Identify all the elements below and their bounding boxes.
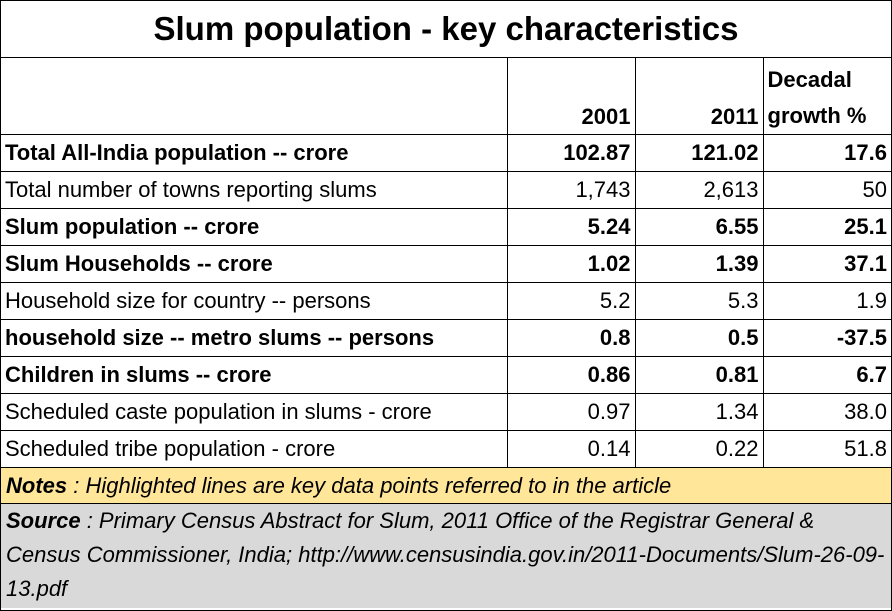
cell-growth: 25.1 <box>762 208 891 246</box>
table-row: Slum Households -- crore 1.02 1.39 37.1 <box>1 245 891 283</box>
table-row: Slum population -- crore 5.24 6.55 25.1 <box>1 208 891 246</box>
row-label: Slum population -- crore <box>1 208 508 246</box>
table-row: Total All-India population -- crore 102.8… <box>1 134 891 172</box>
cell-2001: 1,743 <box>506 171 636 209</box>
header-2001: 2001 <box>506 58 636 135</box>
row-label: Total All-India population -- crore <box>1 134 508 172</box>
cell-2011: 121.02 <box>634 134 764 172</box>
table-row: Scheduled caste population in slums - cr… <box>1 393 891 431</box>
cell-growth: 17.6 <box>762 134 891 172</box>
row-label: Total number of towns reporting slums <box>1 171 508 209</box>
row-label: Children in slums -- crore <box>1 356 508 394</box>
header-label-cell <box>1 58 508 135</box>
table-row: Household size for country -- persons 5.2… <box>1 282 891 320</box>
data-table: 2001 2011 Decadal growth % Total All-Indi… <box>1 58 891 468</box>
header-growth-line2: growth % <box>767 103 867 128</box>
cell-2011: 2,613 <box>634 171 764 209</box>
cell-2011: 0.81 <box>634 356 764 394</box>
header-growth-line1: Decadal <box>767 67 852 92</box>
cell-2001: 5.2 <box>506 282 636 320</box>
cell-growth: 38.0 <box>762 393 891 431</box>
cell-2001: 0.86 <box>506 356 636 394</box>
cell-growth: 6.7 <box>762 356 891 394</box>
cell-2011: 0.5 <box>634 319 764 357</box>
row-label: household size -- metro slums -- persons <box>1 319 508 357</box>
cell-2001: 0.14 <box>506 430 636 468</box>
row-label: Slum Households -- crore <box>1 245 508 283</box>
notes-row: Notes : Highlighted lines are key data p… <box>1 468 891 504</box>
table-row: Scheduled tribe population - crore 0.14 0.… <box>1 430 891 468</box>
source-text: : Primary Census Abstract for Slum, 2011… <box>6 508 885 601</box>
cell-growth: 37.1 <box>762 245 891 283</box>
header-2011: 2011 <box>634 58 764 135</box>
cell-2001: 102.87 <box>506 134 636 172</box>
cell-2001: 1.02 <box>506 245 636 283</box>
cell-2011: 1.39 <box>634 245 764 283</box>
cell-2001: 0.8 <box>506 319 636 357</box>
cell-growth: -37.5 <box>762 319 891 357</box>
table-row: Children in slums -- crore 0.86 0.81 6.7 <box>1 356 891 394</box>
cell-2011: 0.22 <box>634 430 764 468</box>
header-row: 2001 2011 Decadal growth % <box>1 58 891 135</box>
cell-2011: 6.55 <box>634 208 764 246</box>
cell-2001: 0.97 <box>506 393 636 431</box>
row-label: Scheduled tribe population - crore <box>1 430 508 468</box>
cell-growth: 1.9 <box>762 282 891 320</box>
source-label: Source <box>6 508 81 533</box>
table-row: household size -- metro slums -- persons… <box>1 319 891 357</box>
cell-2011: 1.34 <box>634 393 764 431</box>
notes-text: : Highlighted lines are key data points … <box>67 473 672 498</box>
cell-2001: 5.24 <box>506 208 636 246</box>
table-title: Slum population - key characteristics <box>1 1 891 58</box>
notes-label: Notes <box>6 473 68 498</box>
table-row: Total number of towns reporting slums 1,7… <box>1 171 891 209</box>
source-row: Source : Primary Census Abstract for Slu… <box>1 504 891 608</box>
row-label: Scheduled caste population in slums - cr… <box>1 393 508 431</box>
row-label: Household size for country -- persons <box>1 282 508 320</box>
cell-growth: 51.8 <box>762 430 891 468</box>
cell-growth: 50 <box>762 171 891 209</box>
header-growth: Decadal growth % <box>762 58 891 135</box>
cell-2011: 5.3 <box>634 282 764 320</box>
